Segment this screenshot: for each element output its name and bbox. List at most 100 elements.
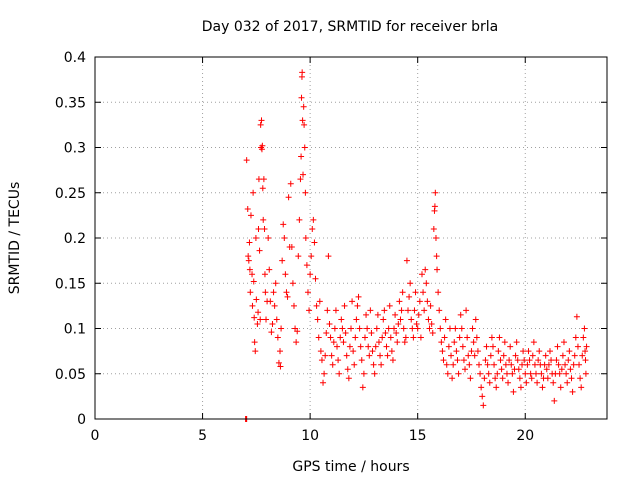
data-point [512,352,519,359]
data-point [267,298,274,305]
data-point [422,266,429,273]
data-point [383,343,390,350]
data-point [386,302,393,309]
data-point [274,334,281,341]
data-point [470,339,477,346]
data-point [517,384,524,391]
data-point [420,289,427,296]
data-point [456,334,463,341]
data-point [538,370,545,377]
data-point [553,357,560,364]
data-point [433,253,440,260]
data-point [427,302,434,309]
data-point [265,235,272,241]
data-point [453,348,460,355]
data-point [429,330,436,337]
data-point [302,189,309,196]
data-point [464,334,471,341]
data-point [374,311,381,318]
data-point [343,352,350,359]
data-point [278,325,285,332]
data-point [352,334,359,341]
data-point [508,361,515,368]
data-point [526,357,533,364]
data-point [322,352,329,359]
data-point [496,334,503,341]
data-point [392,311,399,318]
data-point [521,357,528,364]
data-point [279,257,286,264]
data-point [506,357,513,364]
data-point [455,370,462,377]
data-point [528,375,535,382]
data-point [581,325,588,332]
data-point [253,296,260,303]
data-point [535,357,542,364]
y-tick-label: 0.3 [64,141,86,157]
data-point [399,289,406,296]
data-point [332,307,339,314]
data-point [400,325,407,332]
data-point [412,289,419,296]
data-point [529,352,536,359]
data-point [250,278,257,285]
data-point [476,361,482,368]
data-point [397,316,404,323]
data-point [536,348,543,355]
data-point [493,384,500,391]
data-point [289,280,296,287]
data-point [415,311,422,318]
data-point [382,330,389,337]
data-point [266,266,273,273]
data-point [365,343,372,350]
data-point [462,366,469,373]
data-point [445,343,452,350]
data-point [441,334,448,341]
data-point [478,384,485,391]
data-point [251,339,258,346]
data-point [507,343,514,350]
data-point [325,253,332,260]
data-point [297,176,304,183]
data-point [408,316,415,323]
data-point [425,316,432,323]
data-point [435,289,442,296]
data-point [580,334,587,341]
data-point [477,370,484,377]
data-point [258,117,265,124]
y-tick-label: 0.35 [55,95,86,111]
data-point [302,235,309,241]
data-point [393,330,400,337]
x-tick-label: 5 [198,428,207,444]
data-point [434,266,441,273]
data-point [514,357,521,364]
data-point [505,379,512,386]
data-point [277,363,284,370]
data-point [255,309,262,316]
data-point [252,348,259,355]
data-point [466,361,473,368]
data-point [298,153,305,160]
data-point [416,298,423,305]
data-point [326,320,333,327]
data-point [368,330,375,337]
data-point [426,325,433,332]
data-point [571,352,578,359]
data-point [375,339,382,346]
data-point [451,339,458,346]
data-point [530,339,537,346]
axes: 0 0.05 0.1 0.15 0.2 0.25 0.3 0.35 0.4 0 5 10 15 20 [55,50,607,444]
data-point [459,343,466,350]
data-point [299,69,306,76]
data-point [534,379,541,386]
data-point [558,366,565,373]
data-point [360,370,367,377]
data-point [247,289,254,296]
data-point [515,366,522,373]
data-point [324,307,331,314]
data-point [269,320,276,327]
data-point [327,334,334,341]
data-point [277,348,284,355]
data-point [377,352,384,359]
data-point [349,298,356,305]
